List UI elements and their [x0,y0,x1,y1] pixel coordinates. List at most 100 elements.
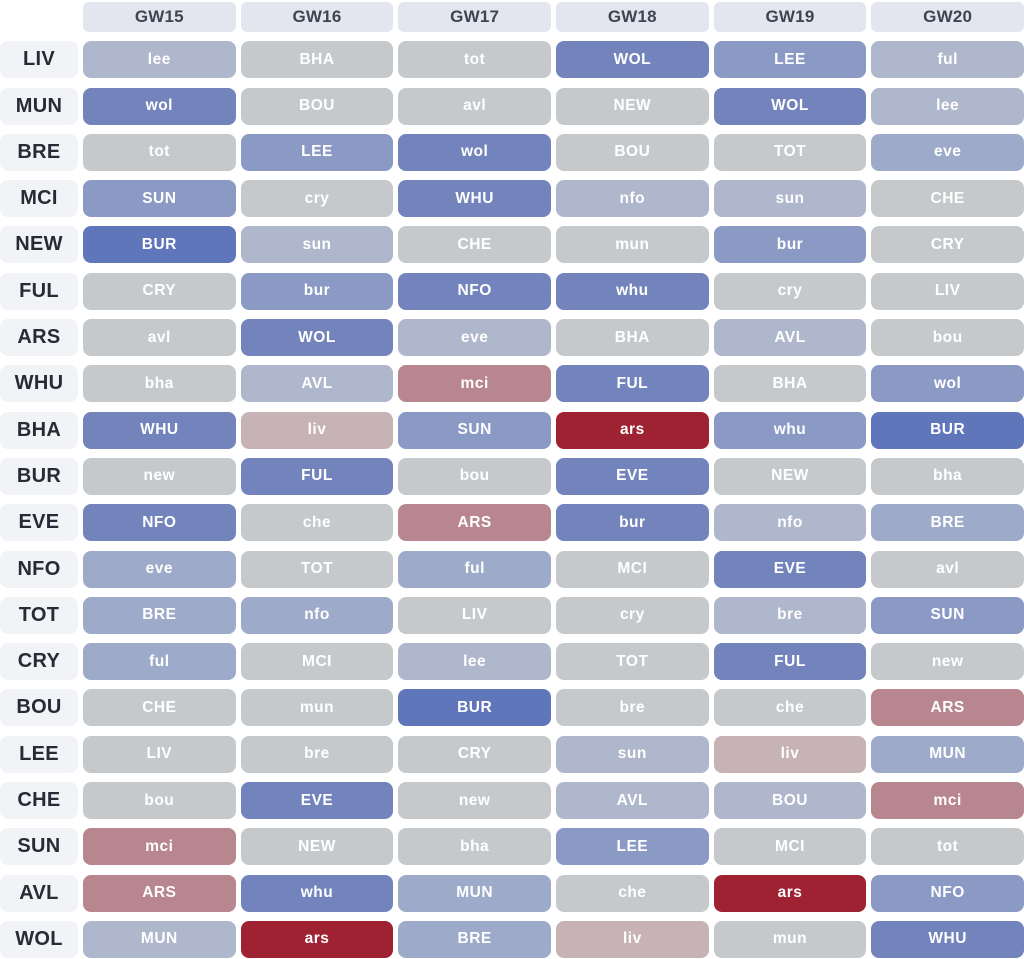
fixture-cell: WHU [83,411,236,449]
fixture-cell: wol [83,87,236,125]
team-label: NFO [0,550,78,588]
fixture-cell: SUN [398,411,551,449]
fixture-cell: AVL [240,365,394,403]
fixture-cell: BUR [83,226,236,264]
fixture-cell: WHU [398,180,551,218]
team-label: MUN [0,87,78,125]
fixture-cell: whu [556,272,709,310]
fixture-cell: CHE [398,226,551,264]
fixture-cell: NFO [83,504,236,542]
team-label: ARS [0,319,78,357]
fixture-cell: che [240,504,394,542]
fixture-cell: CHE [83,689,236,727]
fixture-cell: CRY [871,226,1024,264]
fixture-cell: MCI [713,828,867,866]
fixture-cell: nfo [240,596,394,634]
fixture-cell: sun [556,735,709,773]
fixture-cell: bur [713,226,867,264]
fixture-cell: BHA [556,319,709,357]
team-label: BUR [0,457,78,495]
fixture-cell: WOL [240,319,394,357]
gw-header: GW17 [398,2,551,32]
fixture-cell: NEW [713,457,867,495]
gw-header: GW20 [871,2,1024,32]
fixture-cell: BUR [398,689,551,727]
team-label: EVE [0,504,78,542]
fixture-cell: LIV [83,735,236,773]
fixture-cell: ARS [398,504,551,542]
fixture-cell: BOU [556,133,709,171]
gw-header: GW18 [556,2,709,32]
fixture-cell: BRE [398,920,551,958]
fixture-cell: bha [83,365,236,403]
fixture-cell: cry [556,596,709,634]
fixture-cell: ars [556,411,709,449]
fixture-cell: NFO [871,874,1024,912]
fixture-cell: ful [398,550,551,588]
fixture-cell: CRY [83,272,236,310]
team-label: LIV [0,41,78,79]
team-label: TOT [0,596,78,634]
fixture-cell: tot [398,41,551,79]
fixture-cell: LEE [240,133,394,171]
fixture-cell: sun [240,226,394,264]
fixture-cell: BUR [871,411,1024,449]
fixture-cell: wol [871,365,1024,403]
team-label: AVL [0,874,78,912]
fixture-cell: TOT [556,643,709,681]
corner-spacer [0,2,78,32]
fixture-cell: MUN [871,735,1024,773]
fixture-cell: BOU [713,782,867,820]
fixture-cell: eve [398,319,551,357]
fixture-cell: whu [713,411,867,449]
fixture-cell: mun [713,920,867,958]
fixture-cell: nfo [556,180,709,218]
team-label: WHU [0,365,78,403]
fixture-cell: ars [240,920,394,958]
fixture-cell: bou [398,457,551,495]
gw-header: GW16 [240,2,394,32]
fixture-cell: AVL [713,319,867,357]
fixture-cell: ars [713,874,867,912]
fixture-cell: bha [398,828,551,866]
fixture-cell: SUN [871,596,1024,634]
fixture-cell: WOL [713,87,867,125]
fixture-cell: sun [713,180,867,218]
fixture-cell: LIV [871,272,1024,310]
fixture-cell: che [713,689,867,727]
fixture-cell: CHE [871,180,1024,218]
fixture-cell: EVE [556,457,709,495]
fixture-cell: mun [240,689,394,727]
team-label: BOU [0,689,78,727]
fixture-cell: mci [871,782,1024,820]
fixture-cell: TOT [240,550,394,588]
fixture-cell: SUN [83,180,236,218]
team-label: MCI [0,180,78,218]
fixture-cell: BHA [240,41,394,79]
fixture-cell: FUL [556,365,709,403]
fixture-cell: bre [556,689,709,727]
fixture-cell: NFO [398,272,551,310]
fixture-cell: new [398,782,551,820]
fixture-cell: lee [871,87,1024,125]
fixture-cell: new [871,643,1024,681]
fixture-cell: bur [240,272,394,310]
fixture-cell: tot [871,828,1024,866]
fixture-cell: ARS [871,689,1024,727]
team-label: CRY [0,643,78,681]
fixture-cell: cry [713,272,867,310]
team-label: NEW [0,226,78,264]
team-label: FUL [0,272,78,310]
team-label: BRE [0,133,78,171]
fixture-cell: wol [398,133,551,171]
fixture-cell: lee [83,41,236,79]
fixture-cell: che [556,874,709,912]
fixture-cell: FUL [240,457,394,495]
fixture-cell: LIV [398,596,551,634]
fixture-cell: MUN [398,874,551,912]
fixture-cell: avl [398,87,551,125]
fixture-cell: new [83,457,236,495]
fixture-cell: ARS [83,874,236,912]
fixture-cell: EVE [713,550,867,588]
